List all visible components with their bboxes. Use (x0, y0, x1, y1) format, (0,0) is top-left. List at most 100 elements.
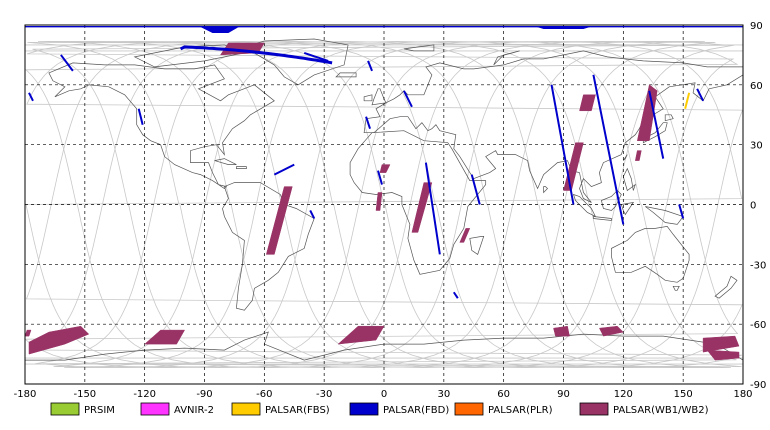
orbit-track (23, 40, 743, 369)
wb-swath (579, 94, 596, 112)
legend-item: PRSIM (50, 402, 115, 416)
x-tick-label: -90 (196, 389, 212, 400)
wb-swath (144, 329, 186, 345)
orbit-track (38, 41, 716, 369)
x-tick-label: -150 (73, 389, 96, 400)
legend-label: PALSAR(FBD) (383, 405, 449, 416)
coastline (371, 88, 387, 106)
legend-item: AVNIR-2 (140, 402, 214, 416)
map-frame (24, 24, 744, 385)
orbit-track (32, 40, 727, 369)
coastline (622, 167, 636, 192)
coastline (469, 236, 485, 255)
legend-swatch (454, 402, 484, 416)
legend-swatch (349, 402, 379, 416)
legend-swatch (579, 402, 609, 416)
orbit-track (34, 40, 743, 369)
x-tick-label: 180 (733, 389, 752, 400)
coastlines (24, 38, 744, 385)
fbd-polar-cap (533, 26, 594, 29)
x-tick-label: 30 (437, 389, 450, 400)
wb-swath (553, 325, 570, 337)
y-tick-label: 0 (750, 201, 756, 212)
coastline (403, 44, 435, 52)
wb-swath (28, 325, 90, 355)
fbd-strip (273, 163, 295, 176)
fbd-strip (365, 116, 371, 130)
legend-swatch (50, 402, 80, 416)
coastline (543, 186, 548, 194)
coastline (363, 94, 373, 102)
fbd-strip (309, 210, 316, 219)
legend-label: PALSAR(WB1/WB2) (613, 405, 709, 416)
wb-swath (24, 329, 32, 337)
wb-swath (599, 325, 624, 337)
legend-label: PRSIM (84, 405, 115, 416)
fbd-strip (696, 88, 705, 102)
fbd-strip (452, 291, 459, 299)
x-tick-label: 0 (381, 389, 387, 400)
wb-swath (702, 335, 740, 353)
x-tick-label: -180 (14, 389, 37, 400)
x-tick-label: 60 (497, 389, 510, 400)
legend-item: PALSAR(WB1/WB2) (579, 402, 709, 416)
wb-swath (459, 228, 471, 243)
y-tick-label: -90 (750, 380, 766, 391)
fbd-strip (60, 54, 74, 72)
y-tick-label: 60 (750, 81, 763, 92)
fbd-strip (648, 90, 665, 159)
fbd-strip (137, 108, 144, 125)
x-tick-label: 150 (674, 389, 693, 400)
legend: PRSIM AVNIR-2 PALSAR(FBS) PALSAR(FBD) PALSAR… (50, 402, 709, 416)
legend-label: PALSAR(PLR) (488, 405, 553, 416)
x-tick-label: -120 (133, 389, 156, 400)
y-tick-label: 90 (750, 21, 763, 32)
fbd-strip (403, 90, 413, 108)
coastline (611, 226, 690, 283)
y-tick-label: -60 (750, 320, 766, 331)
coastline (672, 285, 680, 291)
y-tick-label: 30 (750, 141, 763, 152)
fbd-strip (28, 92, 34, 102)
x-tick-label: -30 (316, 389, 332, 400)
legend-label: AVNIR-2 (174, 405, 214, 416)
x-tick-label: 120 (614, 389, 633, 400)
coastline (335, 72, 357, 78)
coastline (645, 206, 684, 225)
wb-swath (379, 164, 391, 173)
fbd-polar-arc (179, 45, 333, 65)
wb-swath (634, 150, 642, 161)
legend-swatch (231, 402, 261, 416)
coastline (714, 275, 738, 299)
coastline (236, 166, 247, 169)
fbd-strip (678, 204, 685, 219)
legend-item: PALSAR(FBD) (349, 402, 449, 416)
legend-item: PALSAR(FBS) (231, 402, 330, 416)
legend-item: PALSAR(PLR) (454, 402, 553, 416)
x-tick-label: 90 (557, 389, 570, 400)
coastline (593, 216, 612, 221)
fbd-strip (377, 170, 383, 185)
coastline (349, 130, 487, 275)
wb-swath (337, 325, 385, 345)
fbd-strip (592, 74, 625, 225)
wb-swath (706, 349, 740, 361)
observation-swaths (24, 26, 743, 361)
x-tick-label: -60 (256, 389, 272, 400)
fbd-strip (550, 84, 575, 205)
coastline (493, 50, 520, 66)
fbd-polar-band (25, 26, 743, 28)
fbd-strip (367, 60, 373, 72)
wb-swath (265, 186, 293, 255)
legend-swatch (140, 402, 170, 416)
legend-label: PALSAR(FBS) (265, 405, 330, 416)
wb-swath (375, 192, 383, 211)
axis-labels: -180 -150 -120 -90 -60 -30 0 30 60 90 120 150 180 90 6… (14, 21, 767, 400)
orbit-track (26, 40, 735, 369)
wb-swath (636, 84, 658, 141)
y-tick-label: -30 (750, 260, 766, 271)
coastline (237, 38, 349, 86)
fbd-strip (470, 174, 481, 205)
orbit-track (64, 40, 742, 368)
